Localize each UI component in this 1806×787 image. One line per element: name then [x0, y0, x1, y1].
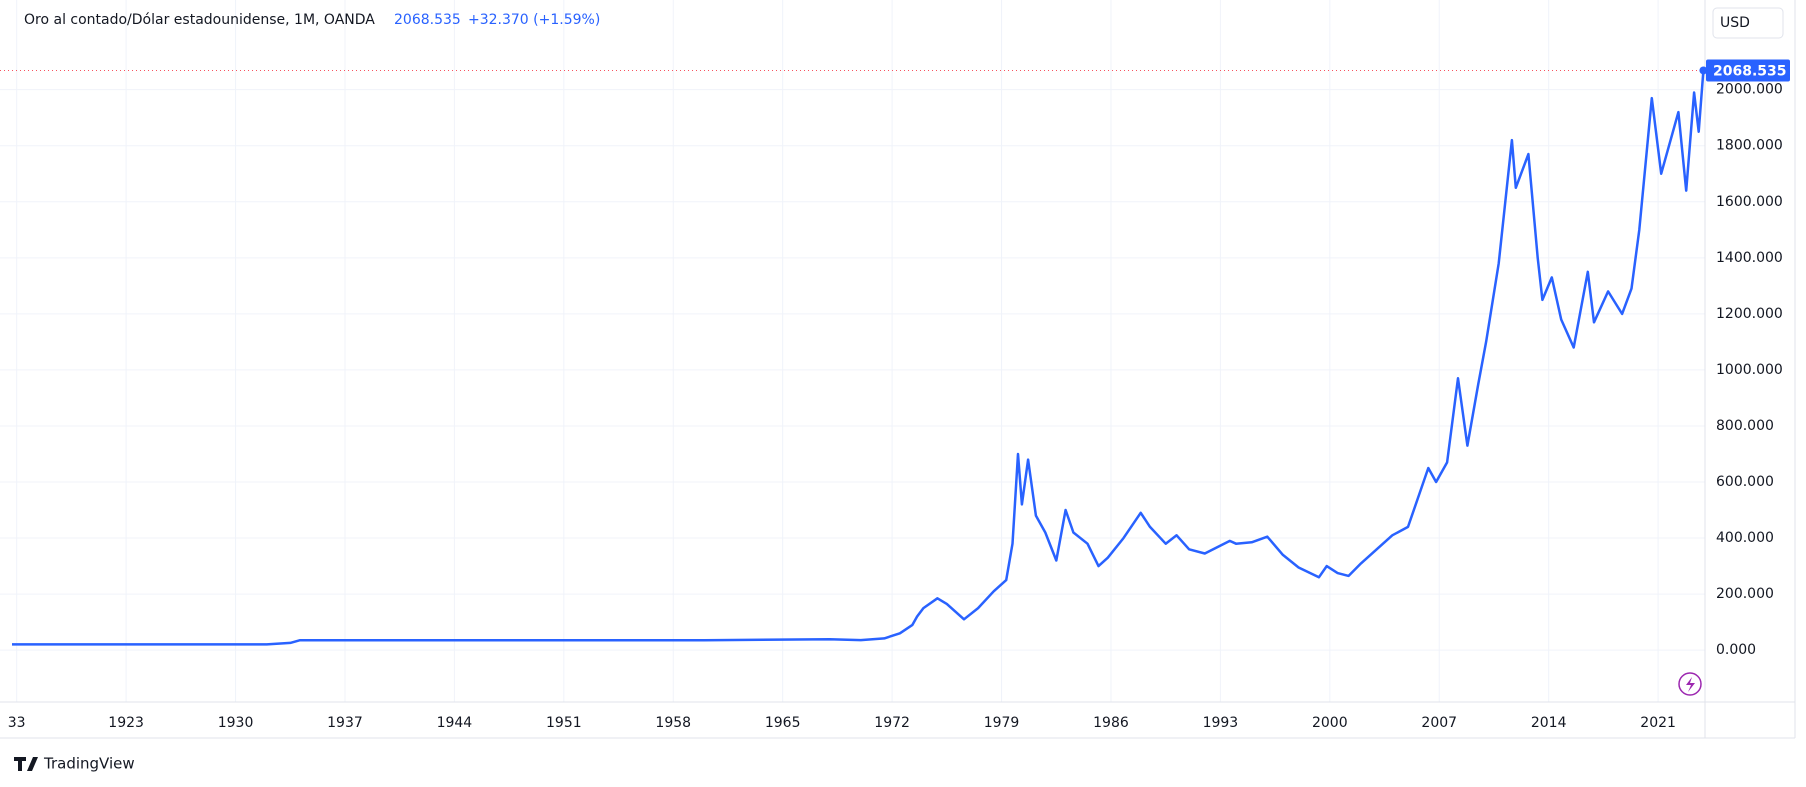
- x-tick-label: 1937: [327, 715, 363, 731]
- brand: TradingView: [43, 755, 135, 773]
- lightning: [1686, 677, 1695, 692]
- chart-title: Oro al contado/Dólar estadounidense, 1M,…: [24, 12, 375, 28]
- price-line: [12, 70, 1705, 646]
- x-tick-label: 2007: [1421, 715, 1457, 731]
- last-price-label: 2068.535: [1713, 63, 1787, 79]
- x-tick-label: 1993: [1203, 715, 1239, 731]
- x-tick-label: 1965: [765, 715, 801, 731]
- y-tick-label: 400.000: [1716, 530, 1774, 546]
- x-tick-label: 2021: [1640, 715, 1676, 731]
- brand-logo: [14, 757, 38, 771]
- currency: USD: [1720, 15, 1750, 31]
- last-price-badge: [1706, 59, 1790, 82]
- x-tick-label: 33: [8, 715, 26, 731]
- x-tick-label: 1944: [437, 715, 473, 731]
- replay-icon[interactable]: [1678, 672, 1702, 696]
- y-tick-label: 1600.000: [1716, 194, 1783, 210]
- y-tick-label: 2000.000: [1716, 82, 1783, 98]
- x-tick-label: 1979: [984, 715, 1020, 731]
- x-tick-label: 2000: [1312, 715, 1348, 731]
- y-tick-label: 1200.000: [1716, 306, 1783, 322]
- y-tick-label: 1400.000: [1716, 250, 1783, 266]
- x-tick-label: 2014: [1531, 715, 1567, 731]
- x-tick-label: 1986: [1093, 715, 1129, 731]
- currency-button[interactable]: [1712, 7, 1784, 39]
- header-change: +32.370 (+1.59%): [468, 12, 600, 28]
- y-tick-label: 1800.000: [1716, 138, 1783, 154]
- y-tick-label: 800.000: [1716, 418, 1774, 434]
- x-tick-label: 1972: [874, 715, 910, 731]
- x-tick-label: 1951: [546, 715, 582, 731]
- y-tick-label: 200.000: [1716, 586, 1774, 602]
- y-tick-label: 600.000: [1716, 474, 1774, 490]
- x-tick-label: 1930: [218, 715, 254, 731]
- header-price: 2068.535: [394, 12, 461, 28]
- last-point: [1699, 66, 1708, 75]
- x-tick-label: 1923: [108, 715, 144, 731]
- y-tick-label: 1000.000: [1716, 362, 1783, 378]
- x-tick-label: 1958: [655, 715, 691, 731]
- y-tick-label: 0.000: [1716, 642, 1756, 658]
